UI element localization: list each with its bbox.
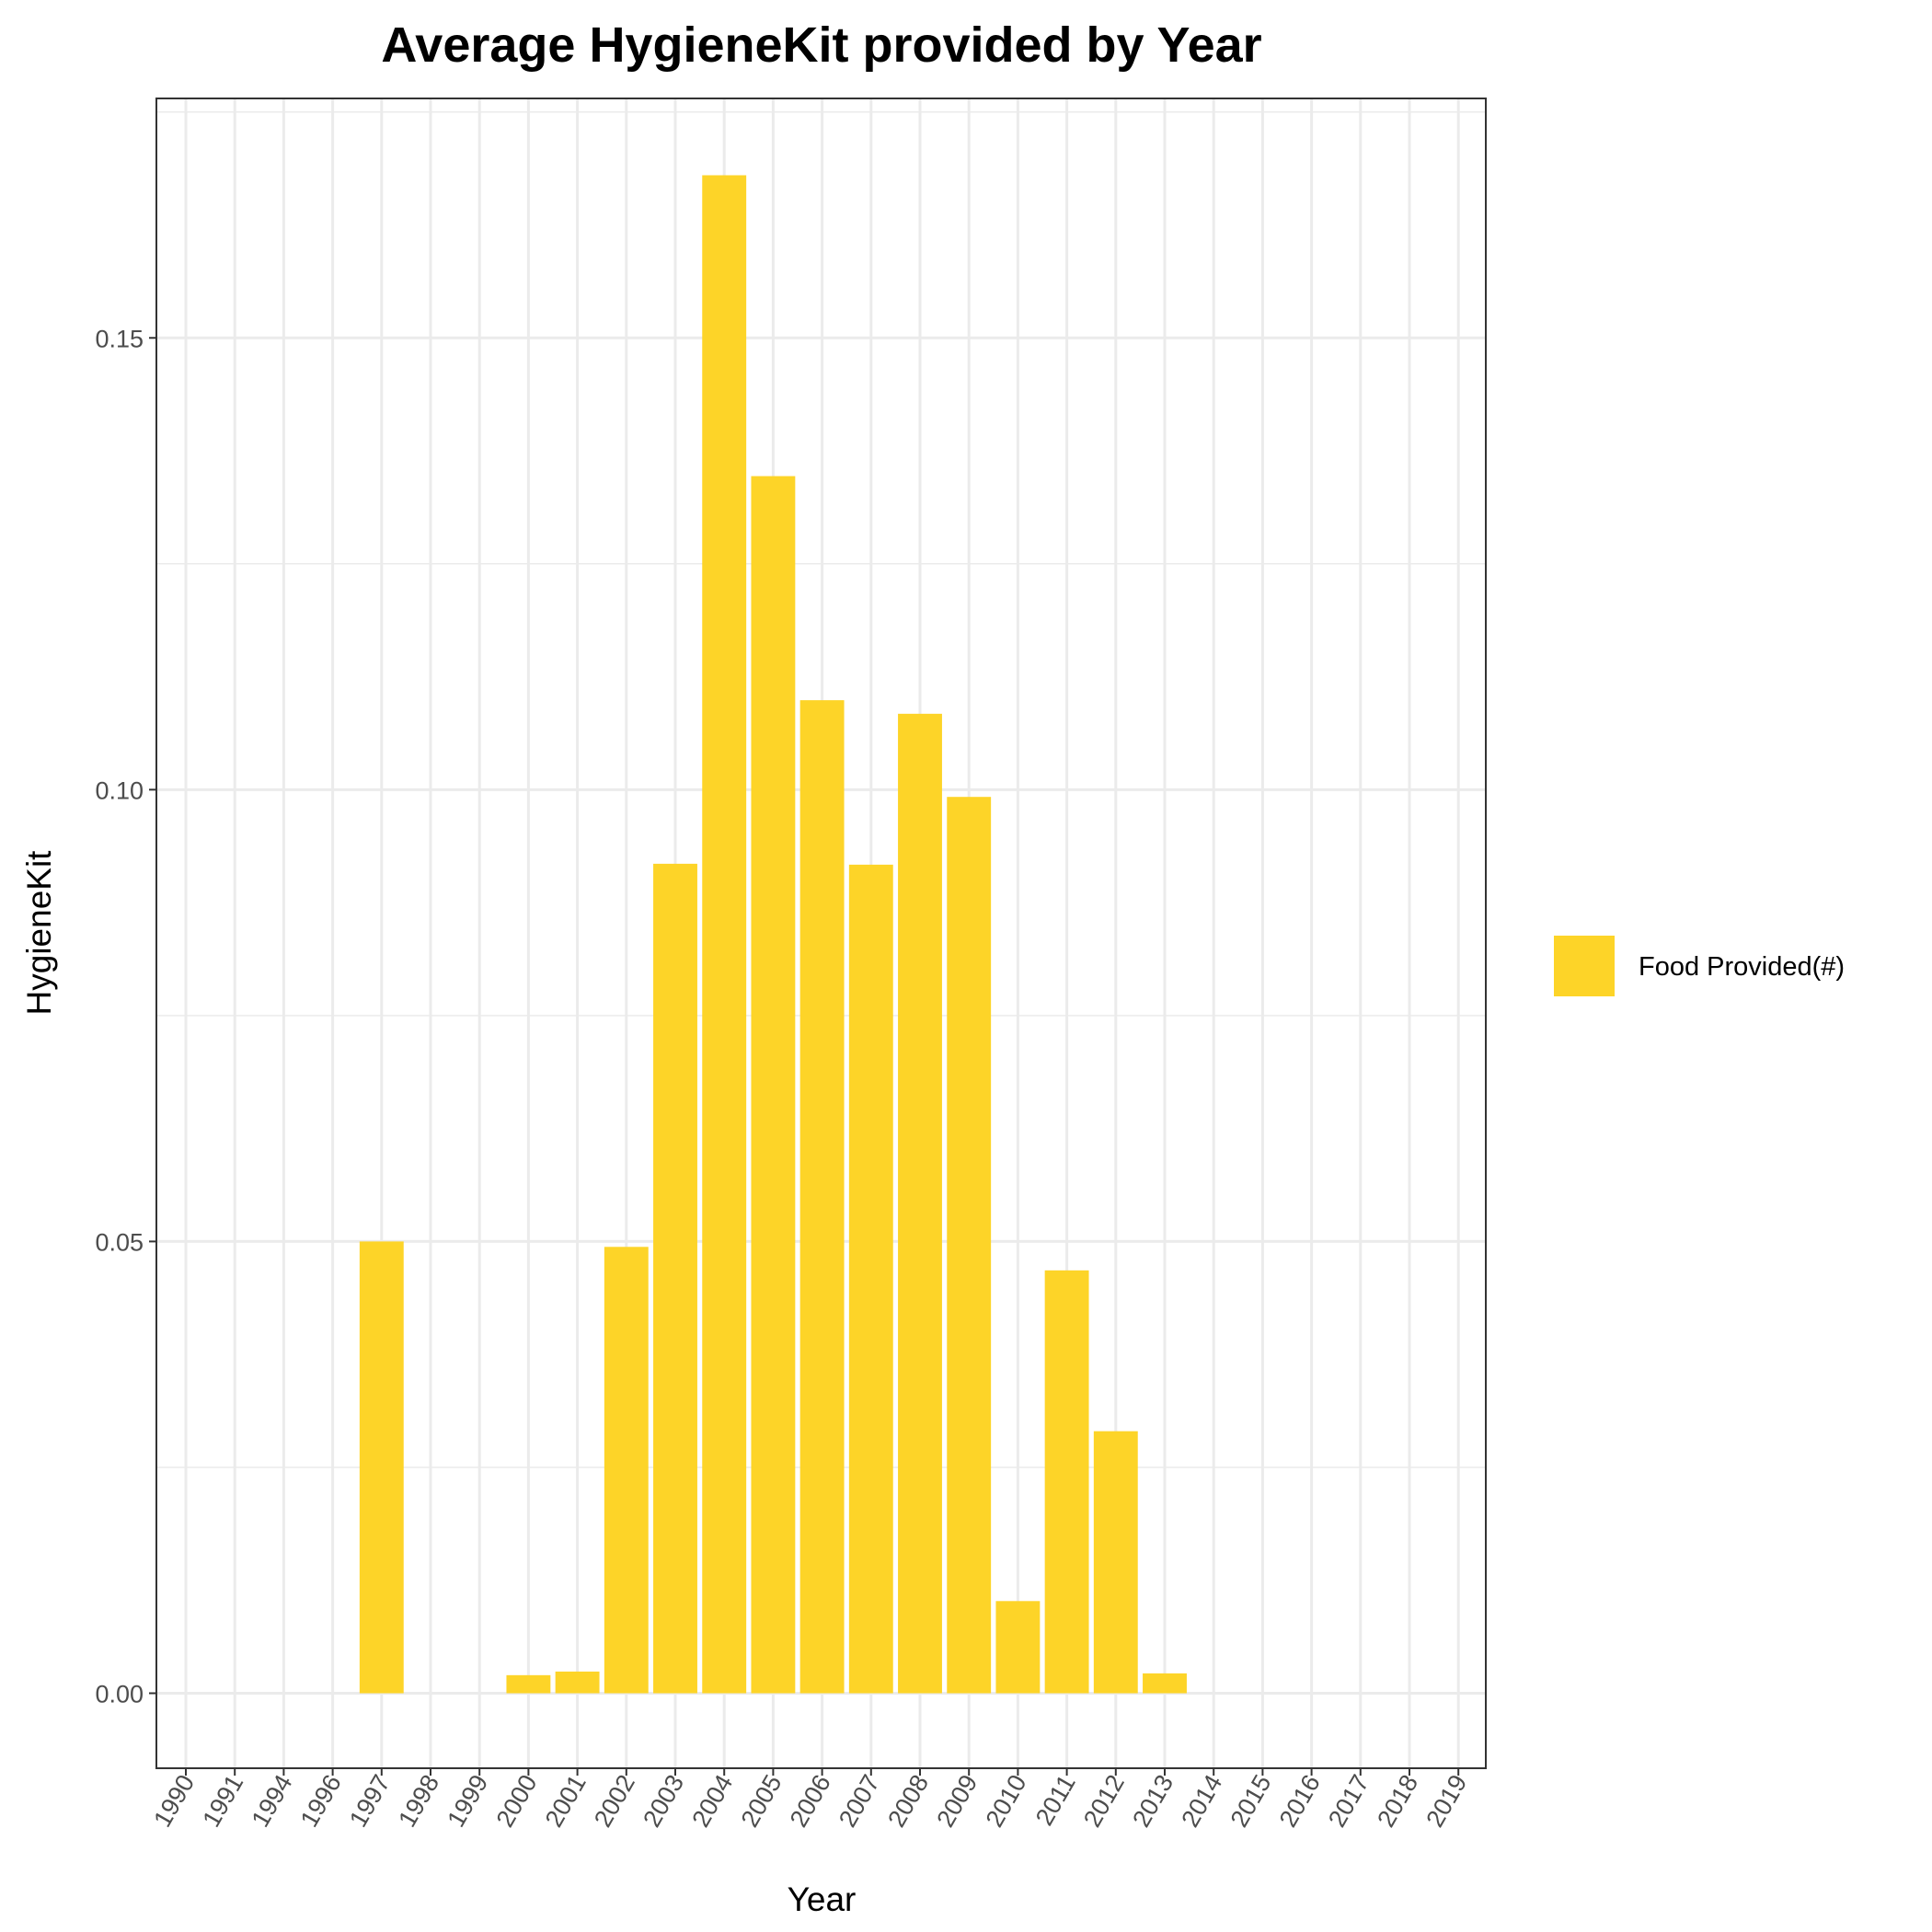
x-tick-label: 1996 [295, 1770, 347, 1832]
x-tick-label: 2002 [589, 1770, 640, 1832]
x-tick-label: 2001 [540, 1770, 592, 1832]
bar-2003 [653, 863, 697, 1694]
x-tick-label: 1997 [344, 1770, 396, 1832]
x-tick-label: 2000 [491, 1770, 543, 1832]
bar-2009 [947, 797, 992, 1694]
bar-1997 [359, 1241, 404, 1694]
x-tick-label: 1990 [148, 1770, 200, 1832]
x-tick-label: 2008 [882, 1770, 934, 1832]
x-tick-label: 1991 [197, 1770, 248, 1832]
x-tick-label: 1999 [442, 1770, 493, 1832]
bar-2012 [1093, 1431, 1138, 1694]
bar-2005 [751, 476, 796, 1694]
x-axis-title: Year [788, 1880, 857, 1918]
bar-2006 [799, 700, 845, 1694]
x-tick-label: 2003 [638, 1770, 689, 1832]
x-tick-label: 2016 [1274, 1770, 1326, 1832]
x-tick-label: 1994 [247, 1770, 298, 1832]
legend-swatch [1554, 936, 1615, 996]
bar-2007 [848, 864, 893, 1694]
bar-2013 [1143, 1673, 1187, 1694]
bar-2002 [604, 1247, 649, 1694]
x-tick-label: 2011 [1030, 1770, 1081, 1830]
chart-title: Average HygieneKit provided by Year [381, 17, 1261, 73]
x-tick-label: 2009 [931, 1770, 983, 1832]
bar-2001 [555, 1671, 600, 1694]
y-tick-label: 0.00 [95, 1680, 144, 1708]
y-tick-label: 0.15 [95, 325, 144, 352]
x-tick-label: 2010 [981, 1770, 1032, 1832]
bar-2004 [702, 175, 747, 1694]
x-tick-label: 1998 [393, 1770, 444, 1832]
x-tick-label: 2013 [1127, 1770, 1179, 1832]
x-tick-label: 2014 [1176, 1770, 1227, 1832]
y-tick-label: 0.05 [95, 1228, 144, 1256]
legend-label: Food Provided(#) [1639, 952, 1845, 982]
plot-panel-border [155, 98, 1487, 1769]
x-tick-label: 2017 [1323, 1770, 1374, 1832]
x-tick-label: 2005 [736, 1770, 788, 1832]
bar-2000 [506, 1674, 551, 1694]
bar-2010 [995, 1601, 1041, 1694]
y-tick-label: 0.10 [95, 776, 144, 804]
y-axis-title: HygieneKit [20, 850, 58, 1016]
x-tick-label: 2007 [834, 1770, 885, 1832]
y-axis: 0.00 0.05 0.10 0.15 [95, 325, 156, 1708]
x-tick-label: 2006 [785, 1770, 836, 1832]
x-tick-label: 2015 [1225, 1770, 1277, 1832]
x-axis: 1990199119941996199719981999200020012002… [148, 1768, 1472, 1832]
bar-2011 [1044, 1270, 1089, 1694]
x-tick-label: 2012 [1078, 1770, 1130, 1832]
x-tick-label: 2004 [686, 1770, 738, 1832]
x-tick-label: 2019 [1420, 1770, 1472, 1832]
bars [359, 175, 1187, 1694]
legend: Food Provided(#) [1554, 936, 1845, 996]
x-tick-label: 2018 [1372, 1770, 1423, 1832]
bar-2008 [898, 713, 942, 1694]
